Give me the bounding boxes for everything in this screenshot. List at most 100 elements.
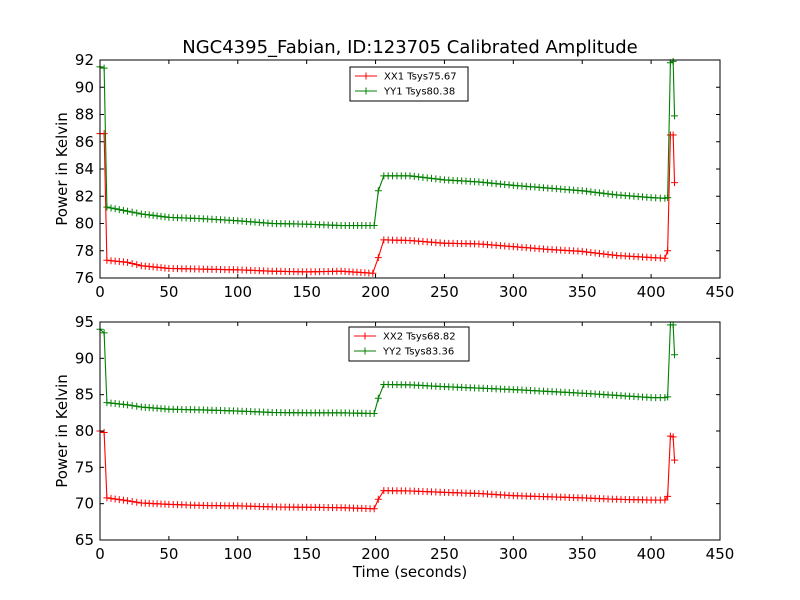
top-plot-series-1-marker [124,207,132,215]
top-plot-series-1-marker [107,204,115,212]
bottom-plot-y-tick-label: 70 [75,495,94,513]
top-plot-x-tick-label: 400 [637,283,666,301]
top-plot-series-1-marker [133,209,141,217]
top-plot-legend-marker [362,72,370,80]
top-plot-series-1-marker [374,187,382,195]
top-plot-series-1-marker [578,187,586,195]
top-plot-x-tick-label: 50 [159,283,178,301]
bottom-plot-legend-item: XX2 Tsys68.82 [354,332,456,343]
bottom-plot-series-1 [96,321,679,418]
top-plot-y-tick-label: 80 [75,215,94,233]
bottom-plot-series-1-marker [133,402,141,410]
top-plot-legend-item: YY1 Tsys80.38 [355,87,455,98]
bottom-plot-series-0-marker [370,505,378,513]
top-plot-series-1-marker [419,173,427,181]
bottom-plot-series-0 [96,427,679,513]
top-plot-series-0-marker [669,131,677,139]
top-plot-series-1-marker [595,189,603,197]
top-plot-y-tick-label: 88 [75,106,94,124]
bottom-plot-series-0-marker [124,497,132,505]
bottom-plot-series-0-marker [133,498,141,506]
top-plot-x-tick-label: 250 [430,283,459,301]
top-plot-series-0-marker [661,254,669,262]
top-plot-series-1-marker [432,175,440,183]
top-plot-series-1-marker [423,174,431,182]
bottom-plot-x-tick-label: 0 [95,545,105,563]
bottom-plot-series-0-marker [107,494,115,502]
top-plot-series-1-marker [436,175,444,183]
top-plot-series-0 [96,130,679,277]
bottom-plot-ticks: 0 50 100 150 200 250 300 350 400 450 65 70 75 80 85 90 9… [75,313,734,563]
top-plot-series-1-marker [128,208,136,216]
bottom-plot-y-tick-label: 90 [75,349,94,367]
top-plot-y-tick-label: 76 [75,269,94,287]
bottom-plot-x-tick-label: 200 [361,545,390,563]
top-plot-legend-box [349,66,469,102]
top-plot-series-0-marker [369,269,377,277]
top-plot-legend-item: XX1 Tsys75.67 [355,72,457,83]
bottom-plot-series-0-marker [103,494,111,502]
top-plot-data [96,57,679,277]
bottom-plot-data [96,321,679,513]
top-plot-y-axis-label: Power in Kelvin [53,112,71,226]
top-plot-y-tick-label: 78 [75,242,94,260]
bottom-plot-series-0-marker [100,428,108,436]
top-plot-y-tick-label: 84 [75,160,94,178]
top-plot-legend-label: YY1 Tsys80.38 [383,87,455,98]
top-plot-series-1-marker [600,189,608,197]
top-plot-x-tick-label: 150 [292,283,321,301]
top-plot-series-1-marker [608,190,616,198]
top-plot-series-1-marker [410,172,418,180]
top-plot-series-1-marker [406,172,414,180]
bottom-plot-series-0-marker [111,495,119,503]
top-plot-series-0-marker [591,249,599,257]
bottom-plot-x-tick-label: 150 [292,545,321,563]
bottom-plot-series-0-marker [661,496,669,504]
top-plot-series-0-marker [128,259,136,267]
top-plot-legend: XX1 Tsys75.67 YY1 Tsys80.38 [349,66,469,102]
top-plot-series-1 [96,57,679,230]
top-plot-series-0-marker [664,247,672,255]
bottom-plot-y-tick-label: 80 [75,422,94,440]
bottom-plot-series-0-marker [128,497,136,505]
top-plot-series-0-marker [600,250,608,258]
top-plot-series-1-marker [119,206,127,214]
bottom-plot-legend-label: XX2 Tsys68.82 [383,332,456,343]
top-plot-x-tick-label: 200 [361,283,390,301]
top-plot-series-1-marker [111,205,119,213]
bottom-plot-legend-box [348,326,470,362]
bottom-plot-series-1-marker [100,329,108,337]
bottom-plot-x-tick-label: 250 [430,545,459,563]
top-plot-series-1-marker [591,188,599,196]
top-plot-series-0-marker [100,130,108,138]
figure-title: NGC4395_Fabian, ID:123705 Calibrated Amp… [182,37,637,58]
bottom-plot-legend-item: YY2 Tsys83.36 [354,347,454,358]
bottom-plot-series-1-marker [669,321,677,329]
top-plot-series-1-marker [428,174,436,182]
bottom-plot-x-axis-label: Time (seconds) [352,563,468,581]
bottom-plot-series-1-marker [124,401,132,409]
top-plot-ticks: 0 50 100 150 200 250 300 350 400 450 76 78 80 82 84 86 8… [75,51,734,301]
bottom-plot-x-tick-label: 50 [159,545,178,563]
top-plot-series-0-marker [671,179,679,187]
bottom-plot-legend: XX2 Tsys68.82 YY2 Tsys83.36 [348,326,470,362]
top-plot: 0 50 100 150 200 250 300 350 400 450 76 78 80 82 84 86 8… [53,51,734,301]
bottom-plot-series-0-marker [119,496,127,504]
bottom-plot-x-tick-label: 300 [499,545,528,563]
bottom-plot-series-0-marker [115,496,123,504]
top-plot-series-0-marker [587,248,595,256]
bottom-plot-y-tick-label: 95 [75,313,94,331]
top-plot-series-1-marker [583,187,591,195]
top-plot-series-1-marker [664,194,672,202]
top-plot-series-1-marker [415,173,423,181]
top-plot-series-1-marker [115,206,123,214]
top-plot-series-1-marker [604,190,612,198]
bottom-plot-y-tick-label: 65 [75,531,94,549]
top-plot-series-0-marker [604,250,612,258]
bottom-plot-series-1-marker [374,394,382,402]
top-plot-y-tick-label: 86 [75,133,94,151]
bottom-plot-x-tick-label: 100 [223,545,252,563]
top-plot-series-0-marker [608,251,616,259]
top-plot-series-1-marker [100,64,108,72]
